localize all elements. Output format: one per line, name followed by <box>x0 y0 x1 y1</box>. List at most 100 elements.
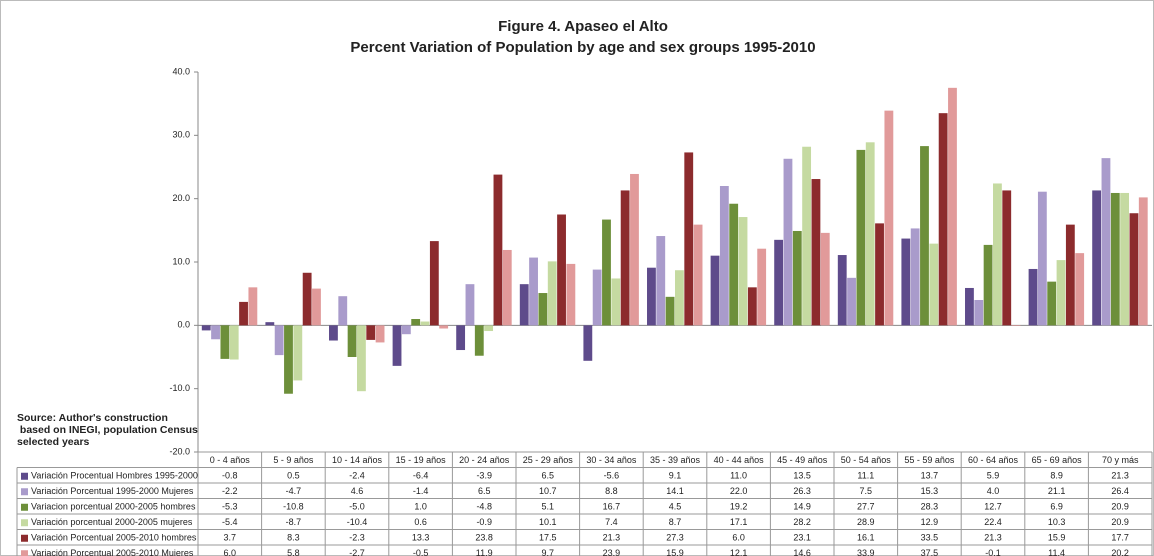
bar <box>538 293 548 326</box>
table-value: 26.4 <box>1111 486 1129 496</box>
legend-label: Variación Porcentual 2005-2010 hombres <box>31 533 197 543</box>
table-value: -10.8 <box>283 502 304 512</box>
x-tick-label: 0 - 4 años <box>210 455 251 465</box>
table-value: -1.4 <box>413 486 429 496</box>
table-value: 21.3 <box>603 533 621 543</box>
table-value: -2.7 <box>349 548 365 556</box>
bar <box>293 325 303 381</box>
bar <box>583 325 593 361</box>
bar <box>965 287 974 326</box>
bar <box>974 300 984 326</box>
bar <box>856 149 866 326</box>
bar <box>1028 268 1038 326</box>
table-value: 13.3 <box>412 533 430 543</box>
legend-swatch <box>21 519 28 527</box>
bar <box>910 228 920 326</box>
table-value: -8.7 <box>286 517 302 527</box>
x-tick-label: 40 - 44 años <box>714 455 765 465</box>
bar <box>948 87 957 326</box>
table-value: 6.0 <box>732 533 745 543</box>
table-value: 33.9 <box>857 548 875 556</box>
table-value: 10.7 <box>539 486 557 496</box>
table-value: 4.6 <box>351 486 364 496</box>
bar <box>1092 190 1102 326</box>
bar <box>729 203 739 326</box>
table-value: 17.1 <box>730 517 748 527</box>
x-tick-label: 65 - 69 años <box>1032 455 1083 465</box>
table-value: 13.7 <box>921 471 939 481</box>
bar <box>1120 192 1130 326</box>
bar <box>747 287 757 326</box>
bar <box>1110 192 1120 326</box>
bar <box>456 325 466 351</box>
x-tick-label: 70 y más <box>1102 455 1139 465</box>
table-value: 14.6 <box>793 548 811 556</box>
bar <box>757 248 767 326</box>
bar <box>620 190 630 326</box>
legend-swatch <box>21 534 28 542</box>
bar <box>875 223 884 326</box>
table-value: 6.9 <box>1050 502 1063 512</box>
bar <box>602 219 611 326</box>
table-value: -5.3 <box>222 502 238 512</box>
bar <box>411 319 421 326</box>
table-value: 0.5 <box>287 471 300 481</box>
table-value: 8.8 <box>605 486 618 496</box>
x-tick-label: 20 - 24 años <box>459 455 510 465</box>
table-value: 23.9 <box>603 548 621 556</box>
table-value: -0.1 <box>985 548 1001 556</box>
bar <box>811 179 821 326</box>
bar <box>465 284 475 326</box>
x-tick-label: 50 - 54 años <box>841 455 892 465</box>
bar <box>920 146 929 326</box>
table-value: -5.6 <box>604 471 620 481</box>
bar <box>211 325 220 340</box>
y-tick-label: -20.0 <box>169 446 190 456</box>
table-value: 21.3 <box>984 533 1002 543</box>
table-value: 8.9 <box>1050 471 1063 481</box>
bar <box>1075 253 1085 326</box>
table-value: 7.4 <box>605 517 618 527</box>
chart-subtitle: Percent Variation of Population by age a… <box>350 39 815 56</box>
table-value: 13.5 <box>793 471 811 481</box>
bar <box>929 243 939 326</box>
bar <box>1129 213 1139 326</box>
bar <box>274 325 284 356</box>
table-value: -4.8 <box>476 502 492 512</box>
x-tick-label: 55 - 59 años <box>904 455 955 465</box>
bar <box>392 325 402 366</box>
bar <box>783 158 793 326</box>
table-value: 23.8 <box>475 533 493 543</box>
table-value: -3.9 <box>476 471 492 481</box>
bar <box>375 325 385 343</box>
table-value: 19.2 <box>730 502 748 512</box>
bar <box>248 287 258 326</box>
table-value: -4.7 <box>286 486 302 496</box>
table-value: 0.6 <box>414 517 427 527</box>
table-value: 7.5 <box>860 486 873 496</box>
bar <box>357 325 366 392</box>
legend-swatch <box>21 472 28 480</box>
bar <box>719 186 729 326</box>
bar <box>566 263 576 326</box>
table-value: -2.2 <box>222 486 238 496</box>
bar <box>493 174 503 326</box>
bar <box>630 173 639 326</box>
y-tick-label: 0.0 <box>177 320 190 330</box>
bar <box>519 284 529 326</box>
table-value: 20.2 <box>1111 548 1129 556</box>
table-value: 22.0 <box>730 486 748 496</box>
bar <box>693 224 703 326</box>
table-value: 9.7 <box>542 548 555 556</box>
table-value: 14.1 <box>666 486 684 496</box>
table-value: 5.8 <box>287 548 300 556</box>
table-value: 28.2 <box>793 517 811 527</box>
table-value: 10.1 <box>539 517 557 527</box>
table-value: 12.7 <box>984 502 1002 512</box>
table-value: 12.9 <box>921 517 939 527</box>
table-value: 27.7 <box>857 502 875 512</box>
table-value: 4.5 <box>669 502 682 512</box>
bar <box>529 257 538 326</box>
table-value: -5.0 <box>349 502 365 512</box>
